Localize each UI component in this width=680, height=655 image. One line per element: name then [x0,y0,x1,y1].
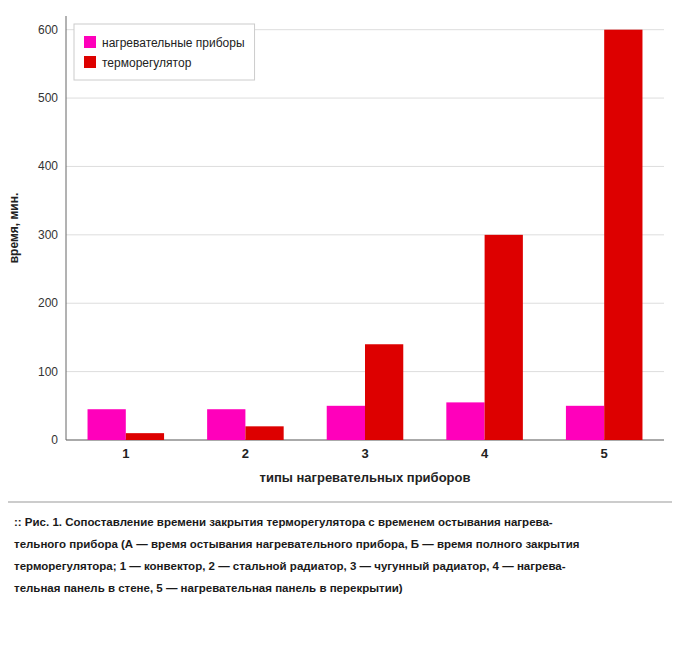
bar [88,409,126,440]
chart: 0 100 200 300 400 500 600 1 2 3 4 5 типы нагреватель… [0,0,680,655]
bar [446,402,484,440]
grid-line [66,234,664,235]
y-tick-label: 200 [38,296,58,310]
legend: нагревательные приборы терморегулятор [74,24,255,80]
y-axis-label: время, мин. [7,193,21,264]
caption-line: :: Рис. 1. Сопоставление времени закрыти… [14,516,553,528]
bar [365,344,403,440]
separator [8,502,672,503]
caption-line: тельного прибора (А — время остывания на… [14,538,580,550]
grid [66,30,664,440]
legend-label: нагревательные приборы [102,36,245,50]
y-tick-label: 100 [38,365,58,379]
y-tick-label: 300 [38,228,58,242]
legend-swatch [84,36,96,48]
x-tick-label: 5 [601,446,608,461]
x-tick-label: 3 [361,446,368,461]
bar [485,235,523,440]
x-tick-label: 1 [122,446,129,461]
x-tick-label: 4 [481,446,489,461]
y-tick-label: 0 [51,433,58,447]
y-axis-line [66,16,67,440]
x-tick-label: 2 [242,446,249,461]
y-tick-label: 500 [38,91,58,105]
bar [245,426,283,440]
bar [327,406,365,440]
legend-swatch [84,56,96,68]
legend-box [74,24,255,80]
bar [207,409,245,440]
bars [88,30,643,440]
caption-line: тельная панель в стене, 5 — нагревательн… [14,582,403,594]
grid-line [66,98,664,99]
bar [566,406,604,440]
grid-line [66,303,664,304]
grid-line [66,166,664,167]
legend-label: терморегулятор [102,56,192,70]
y-tick-label: 600 [38,23,58,37]
bar [126,433,164,440]
x-axis-label: типы нагревательных приборов [260,470,471,485]
bar [604,30,642,440]
caption-line: терморегулятора; 1 — конвектор, 2 — стал… [14,560,566,572]
y-tick-label: 400 [38,159,58,173]
